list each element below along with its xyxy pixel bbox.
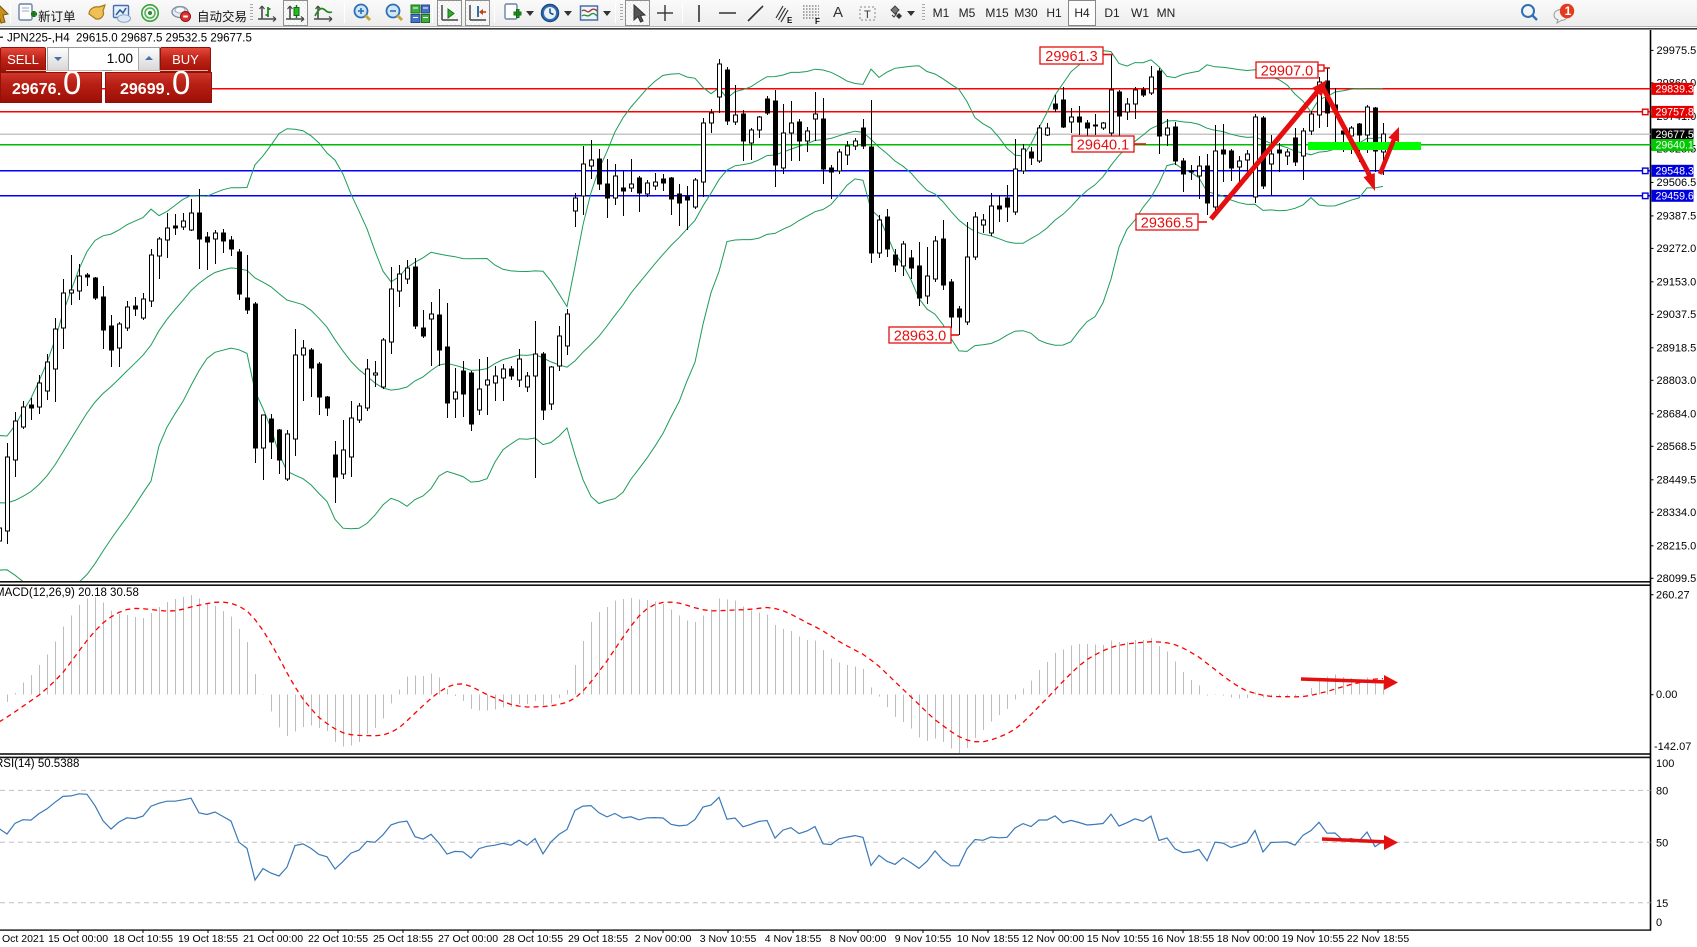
svg-text:29272.0: 29272.0: [1657, 243, 1697, 255]
svg-text:28099.5: 28099.5: [1657, 573, 1697, 585]
svg-text:28334.0: 28334.0: [1657, 507, 1697, 519]
svg-text:100: 100: [1656, 758, 1674, 770]
svg-text:28215.0: 28215.0: [1657, 541, 1697, 553]
svg-text:29153.0: 29153.0: [1657, 277, 1697, 289]
svg-text:3 Nov 10:55: 3 Nov 10:55: [700, 933, 757, 945]
svg-text:29975.5: 29975.5: [1657, 45, 1697, 57]
svg-text:1: 1: [1565, 4, 1572, 18]
svg-text:29506.5: 29506.5: [1657, 177, 1697, 189]
svg-text:15: 15: [1656, 898, 1668, 910]
svg-text:18 Nov 00:00: 18 Nov 00:00: [1217, 933, 1280, 945]
svg-text:50: 50: [1656, 837, 1668, 849]
svg-text:0.00: 0.00: [1656, 689, 1677, 701]
svg-text:28568.5: 28568.5: [1657, 441, 1697, 453]
svg-text:25 Oct 18:55: 25 Oct 18:55: [373, 933, 433, 945]
svg-text:-142.07: -142.07: [1654, 741, 1691, 753]
svg-text:29907.0: 29907.0: [1261, 64, 1313, 80]
svg-text:28803.0: 28803.0: [1657, 375, 1697, 387]
svg-text:260.27: 260.27: [1656, 590, 1690, 602]
svg-text:22 Nov 18:55: 22 Nov 18:55: [1347, 933, 1410, 945]
svg-text:29387.5: 29387.5: [1657, 211, 1697, 223]
svg-text:T: T: [864, 9, 871, 21]
svg-text:RSI(14) 50.5388: RSI(14) 50.5388: [0, 758, 79, 770]
svg-text:21 Oct 00:00: 21 Oct 00:00: [243, 933, 303, 945]
svg-text:15 Nov 10:55: 15 Nov 10:55: [1087, 933, 1150, 945]
svg-text:29640.1: 29640.1: [1656, 140, 1694, 152]
svg-text:29839.3: 29839.3: [1656, 84, 1694, 96]
svg-text:29757.8: 29757.8: [1656, 107, 1694, 119]
svg-text:80: 80: [1656, 785, 1668, 797]
svg-text:12 Nov 00:00: 12 Nov 00:00: [1022, 933, 1085, 945]
svg-text:15 Oct 00:00: 15 Oct 00:00: [48, 933, 108, 945]
svg-text:JPN225-,H4 29615.0 29687.5 29: JPN225-,H4 29615.0 29687.5 29532.5 29677…: [7, 33, 252, 45]
svg-text:22 Oct 10:55: 22 Oct 10:55: [308, 933, 368, 945]
svg-text:29366.5: 29366.5: [1141, 216, 1193, 232]
svg-text:29 Oct 18:55: 29 Oct 18:55: [568, 933, 628, 945]
svg-text:0: 0: [1656, 917, 1662, 929]
svg-text:18 Oct 10:55: 18 Oct 10:55: [113, 933, 173, 945]
svg-text:16 Nov 18:55: 16 Nov 18:55: [1152, 933, 1215, 945]
svg-text:E: E: [787, 16, 793, 25]
svg-text:8 Nov 00:00: 8 Nov 00:00: [830, 933, 887, 945]
svg-text:4 Nov 18:55: 4 Nov 18:55: [765, 933, 822, 945]
svg-text:29677.5: 29677.5: [1656, 129, 1694, 141]
svg-text:28963.0: 28963.0: [894, 329, 946, 345]
svg-text:F: F: [815, 17, 820, 25]
svg-text:29459.6: 29459.6: [1656, 190, 1694, 202]
svg-text:27 Oct 00:00: 27 Oct 00:00: [438, 933, 498, 945]
svg-text:29548.3: 29548.3: [1656, 165, 1694, 177]
svg-text:MACD(12,26,9) 20.18 30.58: MACD(12,26,9) 20.18 30.58: [0, 587, 139, 599]
svg-text:28449.5: 28449.5: [1657, 475, 1697, 487]
svg-text:9 Nov 10:55: 9 Nov 10:55: [895, 933, 952, 945]
svg-text:29037.5: 29037.5: [1657, 309, 1697, 321]
svg-text:28918.5: 28918.5: [1657, 343, 1697, 355]
svg-text:19 Nov 10:55: 19 Nov 10:55: [1282, 933, 1345, 945]
svg-text:28 Oct 10:55: 28 Oct 10:55: [503, 933, 563, 945]
svg-text:10 Nov 18:55: 10 Nov 18:55: [957, 933, 1020, 945]
svg-text:2 Nov 00:00: 2 Nov 00:00: [635, 933, 692, 945]
svg-text:19 Oct 18:55: 19 Oct 18:55: [178, 933, 238, 945]
svg-text:29640.1: 29640.1: [1077, 138, 1129, 154]
svg-text:28684.0: 28684.0: [1657, 409, 1697, 421]
svg-text:29961.3: 29961.3: [1045, 49, 1097, 65]
svg-text:Oct 2021: Oct 2021: [2, 933, 45, 945]
